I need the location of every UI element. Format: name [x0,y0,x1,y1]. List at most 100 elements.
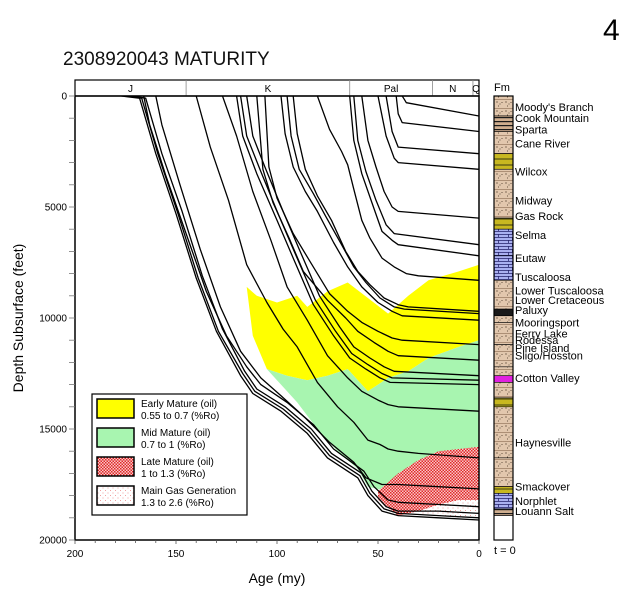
burial-curve-norphlet [125,96,479,519]
formation-label-cotton-valley: Cotton Valley [515,373,580,385]
formation-block-selma [493,255,514,281]
formation-block-norphlet [493,508,514,516]
legend-name: Main Gas Generation [141,486,236,497]
y-axis-title: Depth Subsurface (feet) [10,244,26,393]
x-tick-label: 150 [168,549,185,560]
burial-curve-haynesville [143,96,479,508]
formation-label-pine-island: Pine Island [515,343,569,355]
burial-curve-moody-s-branch [401,96,479,117]
legend-range: 0.55 to 0.7 (%Ro) [141,411,219,422]
chart-title: 2308920043 MATURITY [63,49,270,70]
burial-curve-selma [316,96,479,281]
formation-label-cane-river: Cane River [515,139,570,151]
legend-swatch [96,398,135,419]
formation-label-smackover: Smackover [515,482,570,494]
burial-curve-smackover [131,96,479,515]
burial-curve-lower-cretaceous [264,96,479,346]
formation-label-paluxy: Paluxy [515,305,549,317]
formation-column-frame [493,95,514,541]
formation-block-cook-mountain [493,115,514,132]
formation-label-eutaw: Eutaw [515,253,546,265]
legend-swatch [96,485,135,506]
legend-name: Late Mature (oil) [141,457,214,468]
burial-curve-sligo-hosston [195,96,479,459]
formation-block-eutaw [493,279,514,310]
formation-block-smackover [493,493,514,510]
formation-label-tuscaloosa: Tuscaloosa [515,272,572,284]
formation-block-moody-s-branch [493,95,514,117]
formation-label-ferry-lake: Ferry Lake [515,329,568,341]
formation-block-haynesville [493,486,514,494]
period-label-pal: Pal [384,84,398,95]
zone-main-gas-generation [418,500,479,518]
burial-curve-cotton-valley [155,96,479,490]
legend-range: 1.3 to 2.6 (%Ro) [141,498,214,509]
formation-label-gas-rock: Gas Rock [515,211,564,223]
formation-column-footer: t = 0 [494,545,516,557]
formation-label-sparta: Sparta [515,124,548,136]
period-band-frame [74,79,480,97]
legend-item-mid-mature-oil: Mid Mature (oil)0.7 to 1 (%Ro) [96,427,210,451]
x-tick-label: 0 [476,549,482,560]
zone-late-mature-oil [378,446,479,518]
formation-block-pine-island [493,397,514,408]
formation-label-sligo-hosston: Sligo/Hosston [515,351,583,363]
formation-block-gas-rock [493,228,514,257]
formation-label-midway: Midway [515,195,553,207]
formation-block-midway [493,217,514,230]
y-tick-label: 20000 [39,536,67,547]
burial-curve-midway [353,96,479,246]
formation-label-norphlet: Norphlet [515,496,557,508]
formation-block-ferry-lake [493,375,514,383]
burial-curve-eutaw [292,96,479,312]
burial-curve-paluxy [256,96,479,361]
burial-curve-cane-river [377,96,479,170]
legend-swatch [96,427,135,448]
y-tick-label: 5000 [45,203,68,214]
legend-name: Mid Mature (oil) [141,428,210,439]
burial-curves [121,96,479,521]
formation-block-cotton-valley [493,457,514,488]
formation-block-louann-salt [493,515,514,541]
y-tick-label: 0 [61,92,67,103]
formation-label-cook-mountain: Cook Mountain [515,113,589,125]
legend-swatch [96,456,135,477]
burial-curve-rodessa [235,96,479,386]
legend-range: 1 to 1.3 (%Ro) [141,469,205,480]
x-tick-label: 200 [67,549,84,560]
y-tick-label: 15000 [39,425,67,436]
period-label-j: J [128,84,133,95]
legend-item-early-mature-oil: Early Mature (oil)0.55 to 0.7 (%Ro) [96,398,219,422]
formation-block-cane-river [493,153,514,170]
burial-curve-wilcox [361,96,479,219]
formation-label-rodessa: Rodessa [515,335,559,347]
formation-label-selma: Selma [515,230,547,242]
formation-block-lower-cretaceous [493,322,514,345]
legend-name: Early Mature (oil) [141,399,217,410]
formation-label-mooringsport: Mooringsport [515,317,579,329]
y-tick-label: 10000 [39,314,67,325]
legend-item-late-mature-oil: Late Mature (oil)1 to 1.3 (%Ro) [96,456,214,480]
x-axis: 200 150 100 50 0 [67,540,482,560]
burial-curve-ferry-lake [239,96,479,381]
formation-block-mooringsport [493,366,514,377]
formation-label-lower-cretaceous: Lower Cretaceous [515,295,605,307]
formation-label-haynesville: Haynesville [515,437,571,449]
legend-range: 0.7 to 1 (%Ro) [141,440,205,451]
formation-column-header: Fm [494,82,510,94]
formation-block-sparta [493,131,514,155]
x-axis-title: Age (my) [249,570,306,586]
formation-block-tuscaloosa [493,308,514,317]
formation-block-lower-tuscaloosa [493,315,514,323]
x-tick-label: 50 [372,549,384,560]
burial-curve-gas-rock [349,96,479,257]
formation-label-lower-tuscaloosa: Lower Tuscaloosa [515,285,605,297]
formation-label-moody-s-branch: Moody's Branch [515,102,594,114]
burial-curve-pine-island [221,96,479,412]
formation-label-louann-salt: Louann Salt [515,506,574,518]
y-axis: 0 5000 10000 15000 20000 [39,92,75,547]
period-label-q: Q [472,84,480,95]
